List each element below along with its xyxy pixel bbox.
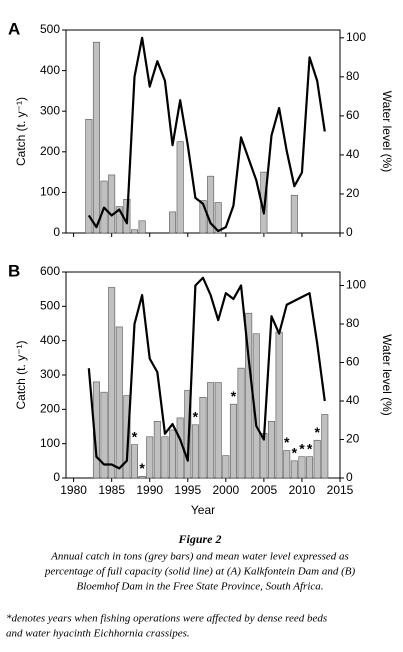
y-tick-label: 600 bbox=[40, 264, 60, 278]
line bbox=[87, 276, 326, 470]
bar bbox=[275, 331, 283, 479]
bar bbox=[313, 439, 321, 479]
x-tick-label: 1995 bbox=[174, 483, 201, 497]
annotation: * bbox=[231, 388, 237, 404]
bar bbox=[115, 326, 123, 479]
bar bbox=[108, 174, 116, 234]
y2-tick-label: 80 bbox=[346, 316, 360, 330]
y-tick-label: 500 bbox=[40, 299, 60, 313]
annotation: * bbox=[193, 408, 199, 424]
y2-tick-label: 100 bbox=[346, 278, 366, 292]
annotation: * bbox=[314, 424, 320, 440]
bar bbox=[199, 200, 207, 234]
bar bbox=[100, 391, 108, 479]
bar bbox=[123, 395, 131, 479]
bar bbox=[153, 421, 161, 479]
y-tick-label: 200 bbox=[40, 144, 60, 158]
y-tick-label: 0 bbox=[53, 470, 60, 484]
bar bbox=[214, 382, 222, 479]
bar bbox=[131, 444, 139, 479]
bar bbox=[176, 141, 184, 234]
caption-line: percentage of full capacity (solid line)… bbox=[44, 566, 356, 578]
annotation: * bbox=[292, 445, 298, 461]
bar bbox=[229, 403, 237, 479]
y2-tick-label: 60 bbox=[346, 108, 360, 122]
y-tick-label: 400 bbox=[40, 333, 60, 347]
panel-label: B bbox=[8, 261, 20, 280]
caption-line: Annual catch in tons (grey bars) and mea… bbox=[50, 551, 349, 563]
x-tick-label: 2005 bbox=[251, 483, 278, 497]
bar bbox=[290, 460, 298, 479]
bar bbox=[290, 194, 298, 234]
bar bbox=[138, 220, 146, 234]
y2-tick-label: 20 bbox=[346, 186, 360, 200]
x-tick-label: 2000 bbox=[212, 483, 239, 497]
y2-tick-label: 0 bbox=[346, 225, 353, 239]
annotation: * bbox=[299, 440, 305, 456]
y2-tick-label: 0 bbox=[346, 470, 353, 484]
bar bbox=[169, 211, 177, 234]
y-tick-label: 100 bbox=[40, 436, 60, 450]
bar bbox=[283, 450, 291, 479]
y2-tick-label: 80 bbox=[346, 69, 360, 83]
bar bbox=[306, 456, 314, 479]
caption-title: Figure 2 bbox=[177, 532, 221, 546]
y-tick-label: 400 bbox=[40, 63, 60, 77]
bar bbox=[237, 367, 245, 479]
y2-axis-label: Water level (%) bbox=[380, 91, 394, 173]
y2-tick-label: 20 bbox=[346, 432, 360, 446]
panel-label: A bbox=[8, 19, 20, 38]
annotation: * bbox=[307, 440, 313, 456]
y2-tick-label: 40 bbox=[346, 393, 360, 407]
x-tick-label: 1985 bbox=[98, 483, 125, 497]
bar bbox=[131, 229, 139, 234]
y2-tick-label: 40 bbox=[346, 147, 360, 161]
x-tick-label: 2010 bbox=[289, 483, 316, 497]
y-axis-label: Catch (t. y⁻¹) bbox=[14, 97, 28, 166]
bar bbox=[214, 202, 222, 234]
caption-line: Bloemhof Dam in the Free State Province,… bbox=[76, 581, 323, 593]
bar bbox=[169, 429, 177, 479]
y-tick-label: 500 bbox=[40, 22, 60, 36]
bar bbox=[191, 424, 199, 479]
y-tick-label: 300 bbox=[40, 103, 60, 117]
y-axis-label: Catch (t. y⁻¹) bbox=[14, 340, 28, 409]
bar bbox=[161, 436, 169, 479]
annotation: * bbox=[284, 434, 290, 450]
footnote: *denotes years when fishing operations w… bbox=[6, 613, 327, 625]
bar bbox=[267, 421, 275, 479]
y-tick-label: 100 bbox=[40, 185, 60, 199]
y2-tick-label: 60 bbox=[346, 355, 360, 369]
footnote: and water hyacinth Eichhornia crassipes. bbox=[6, 628, 190, 640]
bar bbox=[321, 414, 329, 479]
x-tick-label: 2015 bbox=[327, 483, 354, 497]
x-axis-label: Year bbox=[191, 503, 215, 517]
y2-tick-label: 100 bbox=[346, 30, 366, 44]
bar bbox=[207, 382, 215, 479]
bar bbox=[115, 206, 123, 234]
y-tick-label: 200 bbox=[40, 402, 60, 416]
annotation: * bbox=[139, 460, 145, 476]
bar bbox=[138, 475, 146, 479]
bar bbox=[92, 41, 100, 234]
line bbox=[87, 36, 326, 233]
bar bbox=[108, 287, 116, 479]
bar bbox=[199, 397, 207, 479]
bar bbox=[85, 119, 93, 234]
annotation: * bbox=[132, 428, 138, 444]
bar bbox=[146, 436, 154, 479]
y-tick-label: 0 bbox=[53, 225, 60, 239]
bar bbox=[184, 390, 192, 479]
bar bbox=[222, 455, 230, 479]
y2-axis-label: Water level (%) bbox=[380, 334, 394, 416]
y-tick-label: 300 bbox=[40, 367, 60, 381]
bar bbox=[298, 456, 306, 479]
x-tick-label: 1980 bbox=[60, 483, 87, 497]
x-tick-label: 1990 bbox=[136, 483, 163, 497]
bar bbox=[207, 175, 215, 234]
